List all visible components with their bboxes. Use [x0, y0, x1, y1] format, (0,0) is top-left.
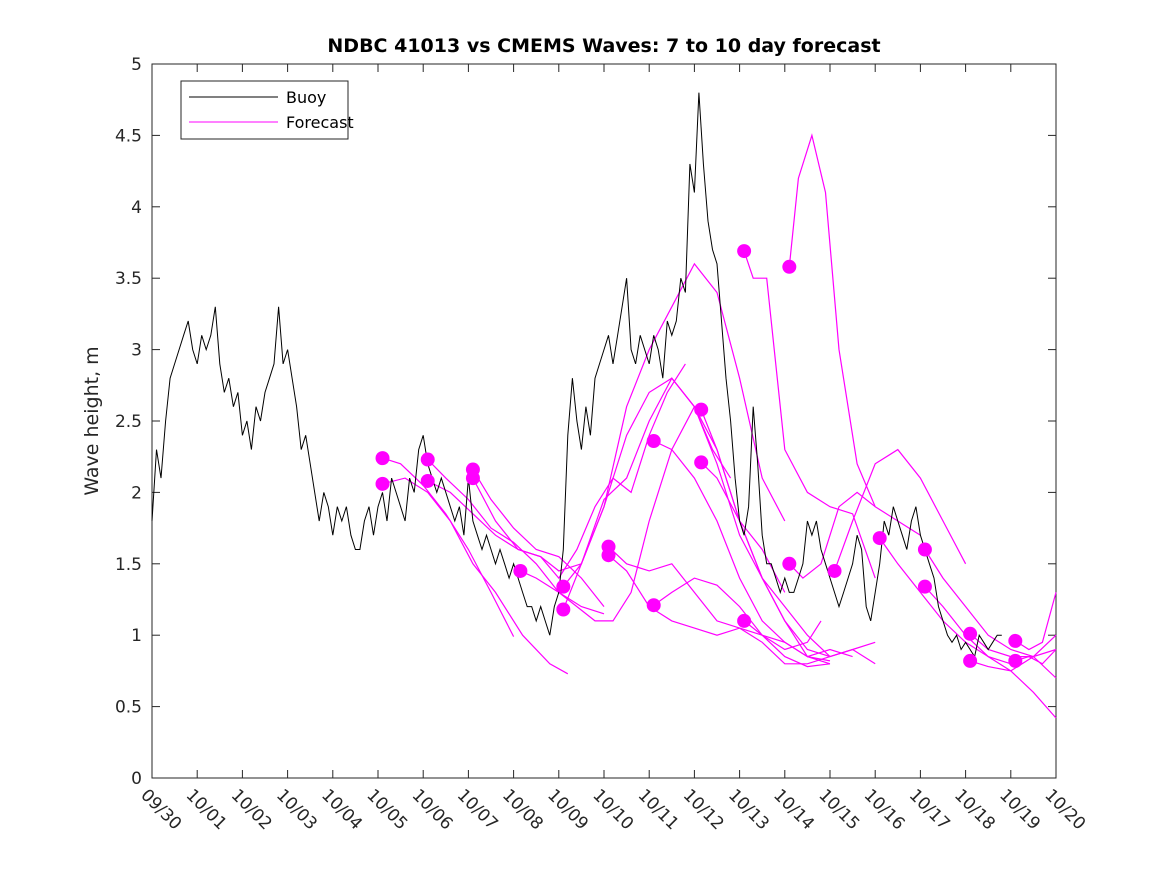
y-tick-label: 5	[131, 55, 142, 75]
forecast-line	[700, 409, 876, 665]
y-tick-label: 0.5	[115, 698, 142, 718]
forecast-line	[653, 577, 831, 668]
forecast-start-point	[513, 563, 528, 578]
chart-title: NDBC 41013 vs CMEMS Waves: 7 to 10 day f…	[327, 35, 880, 57]
forecast-line	[788, 133, 921, 536]
forecast-line	[700, 461, 831, 665]
forecast-start-point	[646, 598, 661, 613]
buoy-line	[151, 92, 1002, 658]
forecast-start-point	[420, 452, 435, 467]
buoy-series	[151, 92, 1002, 658]
y-tick-label: 2.5	[115, 412, 142, 432]
forecast-line	[562, 262, 786, 610]
forecast-line	[472, 469, 605, 607]
forecast-line	[833, 448, 967, 572]
y-tick-label: 3	[131, 341, 142, 361]
y-axis: 0 0.5 1 1.5 2 2.5 3 3.5 4 4.5 5	[115, 55, 1056, 789]
forecast-start-point	[694, 455, 709, 470]
forecast-line	[382, 477, 569, 675]
forecast-start-point	[917, 579, 932, 594]
forecast-start-point	[375, 476, 390, 491]
forecast-line	[382, 457, 515, 637]
forecast-line	[427, 363, 686, 580]
forecast-start-point	[601, 548, 616, 563]
y-tick-label: 1.5	[115, 555, 142, 575]
forecast-start-point	[556, 579, 571, 594]
forecast-start-point	[963, 626, 978, 641]
forecast-line	[788, 491, 876, 579]
forecast-start-point	[1008, 633, 1023, 648]
forecast-start-point	[737, 244, 752, 259]
y-tick-label: 2	[131, 483, 142, 503]
forecast-start-point	[646, 433, 661, 448]
forecast-start-point	[872, 531, 887, 546]
forecast-start-point	[556, 602, 571, 617]
forecast-start-point	[827, 563, 842, 578]
forecast-line	[1015, 649, 1057, 665]
forecast-line	[1014, 592, 1057, 651]
forecast-start-point	[917, 542, 932, 557]
forecast-line	[427, 459, 605, 615]
forecast-line	[743, 250, 876, 579]
forecast-line	[653, 440, 831, 662]
forecast-line	[743, 620, 822, 651]
y-tick-label: 0	[131, 769, 142, 789]
y-axis-label: Wave height, m	[81, 346, 103, 495]
forecast-start-point	[375, 451, 390, 466]
forecast-series	[382, 133, 1057, 719]
legend-box	[180, 80, 349, 140]
forecast-start-markers	[375, 244, 1023, 668]
y-tick-label: 4	[131, 198, 142, 218]
forecast-start-point	[465, 471, 480, 486]
forecast-start-point	[1008, 653, 1023, 668]
y-tick-label: 3.5	[115, 269, 142, 289]
forecast-start-point	[963, 653, 978, 668]
forecast-start-point	[782, 556, 797, 571]
y-tick-label: 1	[131, 626, 142, 646]
forecast-start-point	[782, 259, 797, 274]
y-tick-label: 4.5	[115, 126, 142, 146]
forecast-line	[924, 586, 1057, 719]
legend-buoy-label: Buoy	[286, 88, 326, 107]
forecast-line	[969, 655, 1057, 679]
forecast-start-point	[420, 473, 435, 488]
plot-area	[151, 63, 1057, 779]
forecast-line	[608, 546, 853, 658]
forecast-start-point	[694, 402, 709, 417]
legend: Buoy Forecast	[180, 80, 354, 140]
legend-forecast-label: Forecast	[286, 113, 354, 132]
forecast-start-point	[737, 613, 752, 628]
